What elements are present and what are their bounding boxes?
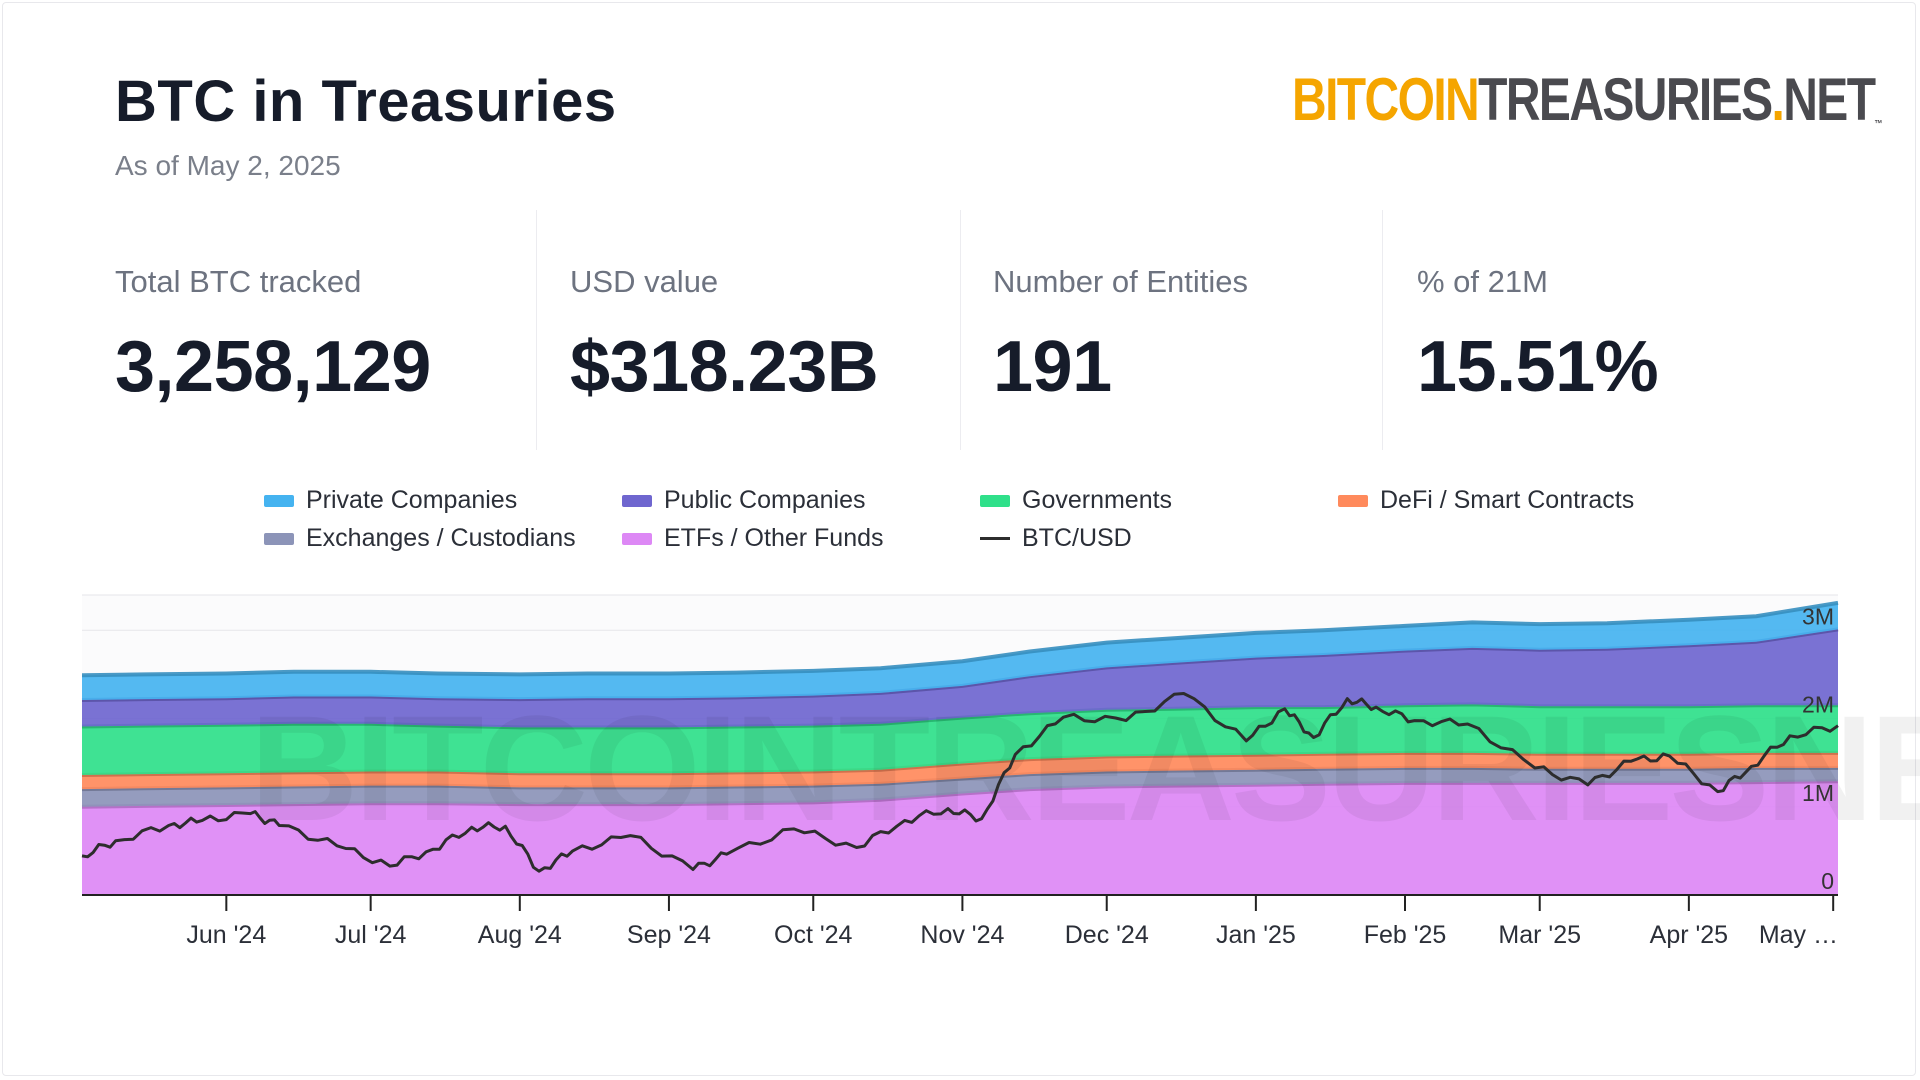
x-tick-label: Jul '24 (335, 921, 407, 949)
page-title: BTC in Treasuries (115, 69, 617, 134)
area-edge-private (81, 600, 1839, 678)
legend-swatch (264, 532, 294, 545)
bitcointreasuries-logo[interactable]: BITCOINTREASURIES.NET™ (1292, 66, 1883, 133)
area-governments (82, 704, 1838, 775)
y-tick-label: 0 (1821, 868, 1834, 894)
legend-swatch (622, 532, 652, 545)
stat-label: Number of Entities (993, 264, 1248, 299)
legend-item-private-companies[interactable]: Private Companies (264, 486, 517, 515)
x-tick-label: Apr '25 (1650, 921, 1728, 949)
area-public (82, 629, 1838, 728)
legend-swatch-line (980, 537, 1010, 540)
y-tick-label: 3M (1802, 603, 1834, 629)
legend-label: BTC/USD (1022, 524, 1132, 552)
stat-label: USD value (570, 264, 719, 299)
y-tick-label: 2M (1802, 692, 1834, 718)
stat-divider (536, 210, 537, 450)
legend-label: Private Companies (306, 486, 518, 514)
area-etfs (82, 781, 1838, 895)
x-tick-label: Oct '24 (774, 921, 853, 949)
legend-label: Exchanges / Custodians (306, 524, 576, 552)
x-tick-label: May … (1759, 921, 1838, 949)
x-tick-label: Nov '24 (920, 921, 1004, 949)
x-tick-label: Feb '25 (1364, 921, 1447, 949)
stat-value: 3,258,129 (115, 327, 431, 407)
legend-swatch (980, 494, 1010, 507)
stats-row: Total BTC tracked 3,258,129 USD value $3… (0, 210, 1920, 450)
legend-item-defi[interactable]: DeFi / Smart Contracts (1338, 486, 1634, 515)
x-tick-label: Sep '24 (627, 921, 711, 949)
area-defi (82, 752, 1838, 790)
watermark-text: BITCOINTREASURIESNET (250, 684, 1920, 852)
legend-label: DeFi / Smart Contracts (1380, 486, 1635, 514)
as-of-date: As of May 2, 2025 (115, 150, 341, 181)
legend-swatch (1338, 494, 1368, 507)
x-tick-label: Aug '24 (478, 921, 562, 949)
legend-swatch (264, 494, 294, 507)
legend-item-etfs[interactable]: ETFs / Other Funds (622, 524, 884, 553)
area-exchanges (82, 767, 1838, 807)
legend-item-public-companies[interactable]: Public Companies (622, 486, 866, 515)
legend-swatch (622, 494, 652, 507)
chart-legend: Private Companies Public Companies Gover… (0, 486, 1920, 556)
x-tick-label: Jan '25 (1216, 921, 1296, 949)
stat-divider (960, 210, 961, 450)
stat-value: $318.23B (570, 327, 879, 407)
legend-label: Public Companies (664, 486, 866, 514)
legend-item-exchanges[interactable]: Exchanges / Custodians (264, 524, 576, 553)
x-tick-label: Jun '24 (186, 921, 266, 949)
stat-label: Total BTC tracked (115, 264, 362, 299)
x-tick-label: Mar '25 (1498, 921, 1581, 949)
btcusd-line (81, 692, 1839, 873)
stat-value: 191 (993, 327, 1112, 407)
legend-label: Governments (1022, 486, 1173, 514)
legend-item-governments[interactable]: Governments (980, 486, 1172, 515)
stat-label: % of 21M (1417, 264, 1548, 299)
stat-divider (1382, 210, 1383, 450)
stat-value: 15.51% (1417, 327, 1659, 407)
x-tick-label: Dec '24 (1065, 921, 1149, 949)
legend-item-btcusd[interactable]: BTC/USD (980, 524, 1132, 553)
y-tick-label: 1M (1802, 780, 1834, 806)
btc-treasuries-chart: BITCOINTREASURIESNET Jun '24 Jul '24 Aug '2… (81, 594, 1920, 949)
legend-label: ETFs / Other Funds (664, 524, 884, 552)
